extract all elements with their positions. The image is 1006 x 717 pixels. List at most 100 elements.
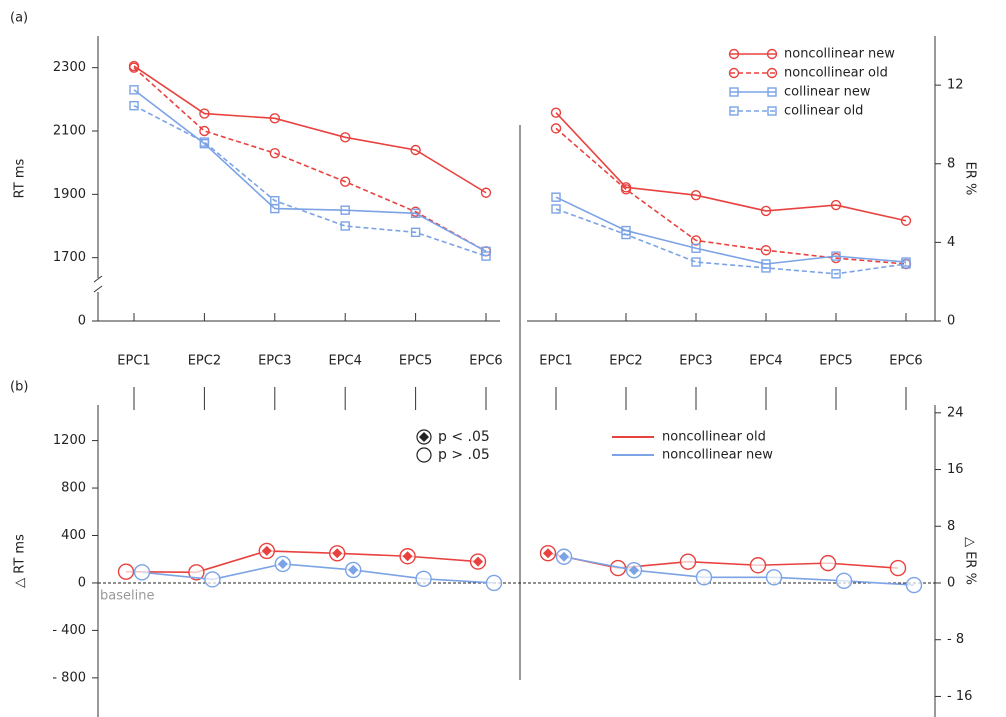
y2-axis-label: △ ER %	[963, 537, 978, 585]
y-tick-label: 0	[78, 314, 86, 329]
x-tick-label: EPC5	[819, 354, 852, 369]
marker	[691, 257, 701, 267]
marker	[831, 251, 841, 261]
legend-label: noncollinear new	[784, 47, 895, 62]
y-tick-label: 1900	[53, 187, 86, 202]
marker	[188, 564, 205, 581]
marker	[749, 557, 767, 574]
line	[555, 196, 907, 265]
marker	[481, 246, 491, 257]
sig-marker	[277, 558, 288, 569]
legend-marker	[767, 106, 777, 116]
y-tick-label: 800	[61, 481, 86, 496]
y2-tick-label: 24	[947, 405, 964, 420]
marker	[340, 205, 350, 215]
y2-tick-label: 0	[947, 575, 955, 590]
marker	[481, 251, 491, 261]
y2-tick-label: 12	[947, 78, 964, 93]
marker	[765, 569, 783, 586]
sig-marker	[629, 565, 639, 576]
legend-sig	[419, 432, 429, 442]
marker	[760, 205, 772, 217]
marker	[550, 107, 562, 118]
x-tick-label: EPC2	[188, 354, 221, 369]
legend-marker	[728, 67, 740, 79]
x-tick-label: EPC5	[399, 354, 432, 369]
y2-tick-label: 8	[947, 156, 955, 171]
marker	[269, 113, 280, 124]
marker	[690, 190, 702, 201]
marker	[761, 263, 771, 273]
legend-label: noncollinear old	[784, 66, 888, 81]
marker	[410, 227, 421, 238]
marker	[620, 184, 632, 195]
y2-tick-label: 16	[947, 462, 964, 477]
sig-marker	[348, 564, 359, 575]
legend-marker	[416, 429, 432, 445]
marker	[415, 570, 432, 587]
line	[133, 89, 487, 253]
marker	[551, 204, 561, 214]
legend-marker	[766, 48, 778, 60]
marker	[760, 245, 772, 256]
y-tick-label: 1200	[53, 433, 86, 448]
marker	[835, 572, 853, 590]
marker	[551, 192, 561, 202]
marker	[550, 123, 562, 134]
y2-tick-label: 8	[947, 519, 955, 534]
line	[547, 552, 899, 569]
marker	[831, 269, 841, 279]
legend-label: collinear new	[784, 85, 871, 100]
legend-label: p > .05	[438, 447, 490, 463]
sig-marker	[261, 545, 272, 556]
y2-tick-label: 4	[947, 235, 955, 250]
legend-marker	[728, 48, 740, 60]
legend-marker	[729, 106, 739, 116]
line	[133, 104, 487, 257]
marker	[128, 62, 140, 73]
marker	[269, 147, 280, 159]
marker	[695, 569, 713, 586]
y-axis-label: RT ms	[13, 158, 28, 198]
x-tick-label: EPC6	[889, 354, 922, 369]
marker	[129, 100, 139, 111]
legend-label: noncollinear old	[662, 430, 766, 445]
marker	[889, 559, 907, 577]
marker	[691, 243, 701, 253]
y-tick-label: - 800	[52, 670, 86, 685]
y2-tick-label: - 8	[947, 632, 964, 647]
marker	[901, 259, 911, 269]
marker	[410, 144, 421, 156]
x-tick-label: EPC3	[679, 354, 712, 369]
legend-marker	[766, 67, 778, 79]
y-tick-label: 400	[61, 528, 86, 543]
panel-label: (a)	[10, 11, 28, 26]
line	[555, 112, 907, 222]
marker	[340, 132, 351, 143]
y2-tick-label: - 16	[947, 689, 972, 704]
marker	[830, 199, 842, 211]
marker	[480, 187, 492, 198]
x-tick-label: EPC1	[117, 354, 150, 369]
y-tick-label: 1700	[53, 250, 86, 265]
x-tick-label: EPC1	[539, 354, 572, 369]
baseline-label: baseline	[100, 588, 154, 603]
y2-tick-label: 0	[947, 314, 955, 329]
sig-marker	[473, 556, 483, 567]
marker	[485, 574, 503, 592]
y2-axis-label: ER %	[963, 162, 978, 196]
line	[125, 550, 479, 574]
marker	[270, 195, 280, 206]
sig-marker	[543, 548, 553, 559]
marker	[204, 571, 221, 588]
sig-marker	[559, 551, 569, 562]
legend-marker	[416, 447, 432, 463]
y-tick-label: 0	[78, 575, 86, 590]
marker	[679, 553, 697, 570]
line	[563, 555, 915, 586]
x-tick-label: EPC4	[749, 354, 782, 369]
marker	[819, 554, 837, 572]
panel-label: (b)	[10, 380, 28, 395]
line	[133, 65, 487, 194]
